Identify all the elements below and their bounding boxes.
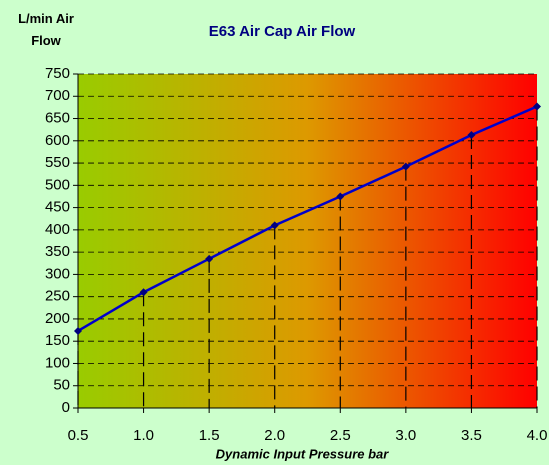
data-point: [74, 326, 82, 335]
data-point: [205, 254, 214, 263]
x-tick-label: 1.5: [199, 427, 220, 444]
y-tick-label: 0: [62, 399, 70, 416]
y-tick-label: 50: [53, 377, 70, 394]
x-tick-label: 1.0: [133, 427, 154, 444]
y-tick-label: 400: [45, 221, 70, 238]
y-tick-label: 200: [45, 310, 70, 327]
data-point: [336, 192, 345, 201]
x-tick-label: 2.0: [264, 427, 285, 444]
y-axis-label: L/min Air Flow: [18, 11, 74, 48]
y-tick-label: 750: [45, 65, 70, 82]
data-point: [139, 288, 148, 297]
x-tick-label: 3.5: [461, 427, 482, 444]
y-tick-label: 150: [45, 332, 70, 349]
y-tick-label: 250: [45, 288, 70, 305]
data-point: [467, 131, 476, 140]
x-tick-label: 2.5: [330, 427, 351, 444]
y-tick-label: 300: [45, 265, 70, 282]
y-tick-label: 600: [45, 132, 70, 149]
x-axis-label: Dynamic Input Pressure bar: [216, 446, 390, 461]
series-line: [77, 105, 538, 333]
chart-title: E63 Air Cap Air Flow: [209, 23, 356, 40]
data-point: [533, 102, 541, 111]
data-point: [270, 221, 279, 230]
y-tick-label: 650: [45, 110, 70, 127]
x-tick-label: 0.5: [68, 427, 89, 444]
data-point: [401, 162, 410, 171]
y-tick-label: 550: [45, 154, 70, 171]
x-tick-label: 3.0: [395, 427, 416, 444]
plot-area: [78, 74, 537, 408]
y-tick-label: 450: [45, 199, 70, 216]
y-tick-label: 350: [45, 243, 70, 260]
y-tick-label: 700: [45, 87, 70, 104]
x-tick-label: 4.0: [527, 427, 548, 444]
y-tick-label: 500: [45, 176, 70, 193]
y-tick-label: 100: [45, 354, 70, 371]
